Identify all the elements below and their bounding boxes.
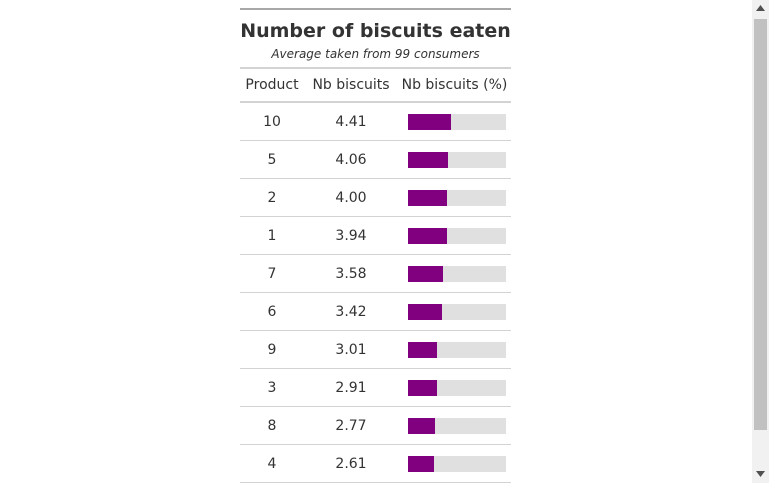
- table-row: 3 2.91: [240, 368, 511, 407]
- table-row: 5 4.06: [240, 140, 511, 179]
- pct-bar-track: [408, 265, 506, 282]
- triangle-down-icon: [756, 471, 765, 477]
- table-row: 7 3.58: [240, 254, 511, 293]
- cell-nb-biscuits: 2.77: [304, 406, 398, 445]
- cell-product: 10: [240, 102, 304, 141]
- table-row: 10 4.41: [240, 102, 511, 141]
- cell-nb-biscuits: 4.41: [304, 102, 398, 141]
- pct-bar-fill: [408, 303, 442, 320]
- pct-bar-fill: [408, 189, 448, 206]
- table-title: Number of biscuits eaten: [240, 20, 511, 42]
- pct-bar-track: [408, 227, 506, 244]
- pct-bar-track: [408, 455, 506, 472]
- cell-pct-bar: [398, 368, 511, 407]
- pct-bar-track: [408, 303, 506, 320]
- pct-bar-track: [408, 151, 506, 168]
- cell-nb-biscuits: 4.00: [304, 178, 398, 217]
- pct-bar-track: [408, 417, 506, 434]
- cell-pct-bar: [398, 178, 511, 217]
- table-subtitle: Average taken from 99 consumers: [271, 47, 480, 61]
- cell-product: 1: [240, 216, 304, 255]
- pct-bar-fill: [408, 113, 452, 130]
- pct-bar-track: [408, 189, 506, 206]
- pct-bar-fill: [408, 455, 434, 472]
- cell-pct-bar: [398, 406, 511, 445]
- biscuits-table: Product Nb biscuits Nb biscuits (%) 10 4.…: [240, 67, 511, 483]
- cell-pct-bar: [398, 102, 511, 141]
- pct-bar-track: [408, 113, 506, 130]
- table-row: 8 2.77: [240, 406, 511, 445]
- pct-bar-fill: [408, 227, 447, 244]
- scroll-thumb[interactable]: [754, 19, 767, 430]
- scroll-down-arrow[interactable]: [752, 466, 769, 483]
- scroll-up-arrow[interactable]: [752, 0, 769, 17]
- cell-pct-bar: [398, 330, 511, 369]
- cell-pct-bar: [398, 140, 511, 179]
- pct-bar-track: [408, 379, 506, 396]
- cell-nb-biscuits: 3.58: [304, 254, 398, 293]
- pct-bar-fill: [408, 379, 437, 396]
- cell-pct-bar: [398, 444, 511, 483]
- cell-product: 8: [240, 406, 304, 445]
- table-row: 9 3.01: [240, 330, 511, 369]
- cell-pct-bar: [398, 216, 511, 255]
- cell-nb-biscuits: 2.61: [304, 444, 398, 483]
- cell-product: 3: [240, 368, 304, 407]
- cell-product: 7: [240, 254, 304, 293]
- column-header-product: Product: [245, 77, 299, 93]
- pct-bar-fill: [408, 151, 448, 168]
- cell-product: 9: [240, 330, 304, 369]
- table-row: 6 3.42: [240, 292, 511, 331]
- table-row: 4 2.61: [240, 444, 511, 483]
- cell-product: 2: [240, 178, 304, 217]
- cell-product: 5: [240, 140, 304, 179]
- cell-pct-bar: [398, 292, 511, 331]
- header-row: Product Nb biscuits Nb biscuits (%): [240, 68, 511, 102]
- biscuits-table-container: Number of biscuits eaten Average taken f…: [240, 8, 511, 483]
- cell-nb-biscuits: 3.01: [304, 330, 398, 369]
- pct-bar-fill: [408, 417, 436, 434]
- cell-nb-biscuits: 2.91: [304, 368, 398, 407]
- cell-nb-biscuits: 3.42: [304, 292, 398, 331]
- cell-nb-biscuits: 3.94: [304, 216, 398, 255]
- cell-pct-bar: [398, 254, 511, 293]
- table-body: 10 4.41 5 4.06 2 4.00 1 3.94 7 3.58 6 3.42 9 3.01 3 2.9…: [240, 102, 511, 483]
- cell-product: 4: [240, 444, 304, 483]
- cell-nb-biscuits: 4.06: [304, 140, 398, 179]
- table-row: 1 3.94: [240, 216, 511, 255]
- triangle-up-icon: [756, 5, 765, 11]
- table-row: 2 4.00: [240, 178, 511, 217]
- column-header-nb-biscuits: Nb biscuits: [312, 77, 390, 93]
- pct-bar-fill: [408, 341, 438, 358]
- pct-bar-fill: [408, 265, 444, 282]
- table-header: Product Nb biscuits Nb biscuits (%): [240, 68, 511, 102]
- cell-product: 6: [240, 292, 304, 331]
- pct-bar-track: [408, 341, 506, 358]
- vertical-scrollbar[interactable]: [752, 0, 769, 483]
- column-header-nb-biscuits-pct: Nb biscuits (%): [401, 77, 508, 93]
